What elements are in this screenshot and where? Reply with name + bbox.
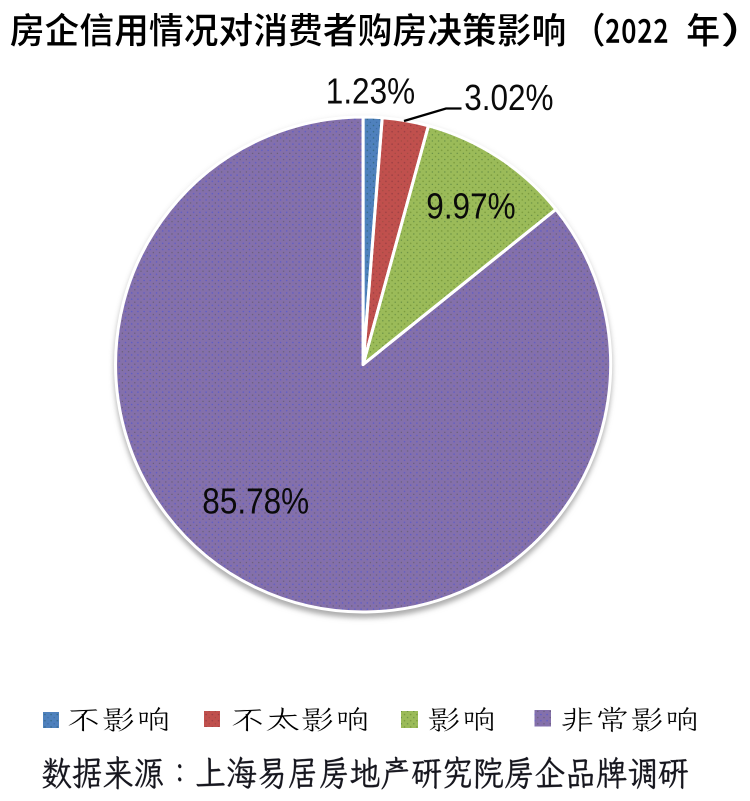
svg-text:85.78%: 85.78%	[202, 482, 309, 522]
svg-text:9.97%: 9.97%	[426, 187, 515, 227]
svg-text:3.02%: 3.02%	[464, 78, 553, 118]
svg-text:1.23%: 1.23%	[326, 72, 415, 112]
